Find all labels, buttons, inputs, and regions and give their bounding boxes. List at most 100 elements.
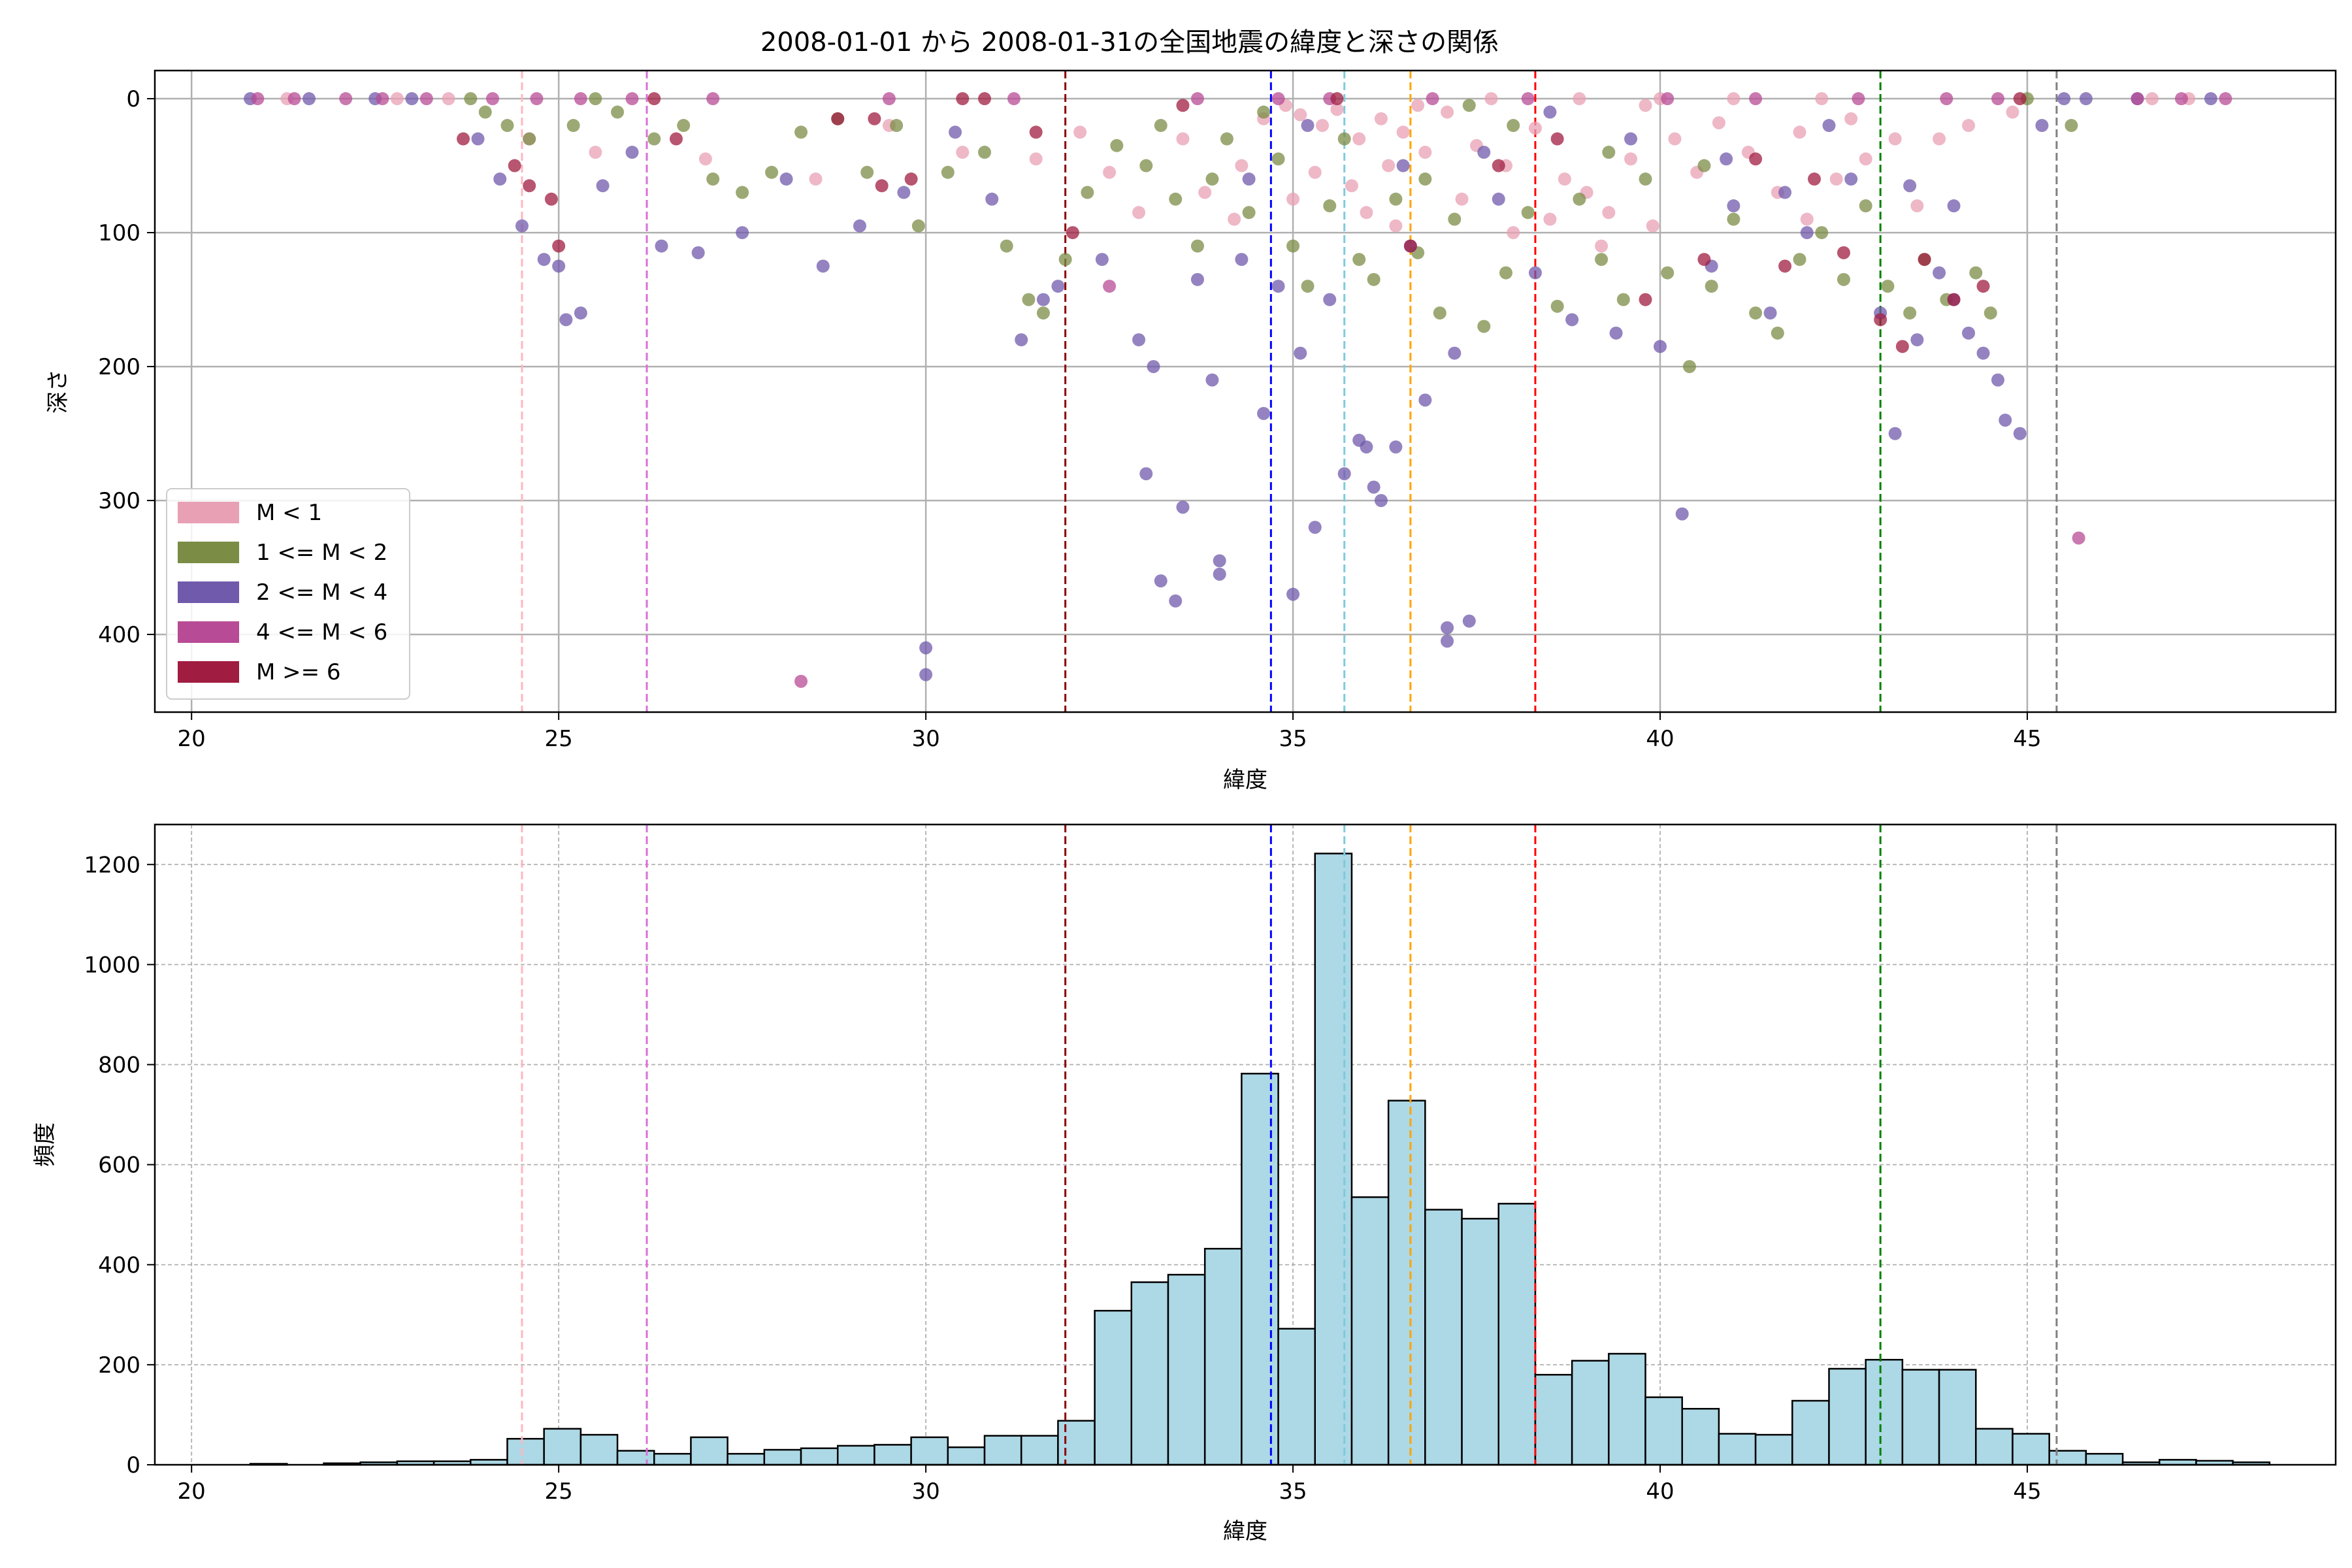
- scatter-point: [1573, 92, 1586, 106]
- scatter-point: [1639, 293, 1652, 306]
- scatter-point: [566, 119, 580, 133]
- scatter-point: [911, 219, 925, 233]
- legend-swatch: [178, 581, 239, 603]
- scatter-point: [1058, 253, 1072, 267]
- scatter-point: [1822, 119, 1836, 133]
- scatter-point: [1448, 212, 1462, 226]
- scatter-point: [1947, 199, 1961, 213]
- histogram-x-tick-label: 25: [545, 1478, 573, 1505]
- scatter-point: [1947, 293, 1961, 306]
- histogram-bar: [1094, 1309, 1133, 1466]
- histogram-bar: [1461, 1218, 1499, 1466]
- scatter-point: [339, 92, 353, 106]
- scatter-point: [574, 306, 587, 320]
- scatter-point: [1389, 440, 1403, 454]
- histogram-bar: [1718, 1433, 1757, 1466]
- scatter-point: [537, 253, 551, 267]
- histogram-bar: [653, 1452, 692, 1466]
- scatter-point: [2072, 531, 2085, 545]
- scatter-point: [1036, 306, 1050, 320]
- scatter-point: [1242, 172, 1256, 186]
- scatter-point: [1844, 112, 1858, 125]
- scatter-point: [1962, 326, 1976, 340]
- scatter-point: [1462, 99, 1476, 112]
- scatter-point: [523, 132, 536, 146]
- scatter-point: [1022, 293, 1036, 306]
- histogram-y-tick-label: 800: [98, 1053, 140, 1079]
- scatter-point: [669, 132, 683, 146]
- scatter-point: [1749, 306, 1763, 320]
- scatter-point: [1389, 219, 1403, 233]
- scatter-point: [1190, 272, 1204, 286]
- scatter-point: [1595, 239, 1609, 253]
- scatter-point: [1286, 587, 1300, 601]
- histogram-bar: [1754, 1433, 1793, 1466]
- scatter-point: [1418, 393, 1432, 407]
- scatter-point: [1154, 574, 1168, 588]
- scatter-plot-frame: [154, 69, 2337, 713]
- scatter-point: [1345, 179, 1358, 193]
- scatter-point: [1007, 92, 1021, 106]
- scatter-point: [251, 92, 265, 106]
- scatter-point: [655, 239, 668, 253]
- scatter-point: [1837, 246, 1850, 259]
- scatter-y-ticks: 0 100 200 300 400: [98, 86, 155, 648]
- scatter-point: [1132, 333, 1146, 347]
- scatter-point: [1933, 132, 1946, 146]
- scatter-point: [691, 246, 705, 259]
- scatter-point: [589, 146, 602, 159]
- scatter-point: [1139, 159, 1153, 172]
- histogram-bar: [763, 1448, 802, 1466]
- scatter-point: [2013, 427, 2027, 440]
- scatter-point: [1176, 132, 1190, 146]
- scatter-point: [1301, 119, 1315, 133]
- scatter-point: [1624, 152, 1638, 166]
- histogram-x-tick-label: 45: [2013, 1478, 2041, 1505]
- scatter-point: [1661, 92, 1674, 106]
- scatter-point: [1837, 272, 1850, 286]
- histogram-bar: [1424, 1209, 1463, 1466]
- scatter-point: [882, 92, 896, 106]
- scatter-point: [1749, 152, 1763, 166]
- scatter-point: [559, 313, 573, 327]
- scatter-point: [1139, 467, 1153, 481]
- scatter-point: [1558, 172, 1571, 186]
- scatter-point: [1374, 494, 1388, 508]
- scatter-point: [1976, 346, 1990, 360]
- scatter-point: [1984, 306, 1997, 320]
- scatter-point: [978, 92, 992, 106]
- scatter-point: [949, 125, 962, 139]
- scatter-point: [1403, 239, 1417, 253]
- scatter-point: [1441, 621, 1454, 634]
- scatter-point: [1727, 212, 1740, 226]
- scatter-point: [985, 192, 999, 206]
- scatter-point: [868, 112, 881, 125]
- scatter-point: [1639, 172, 1652, 186]
- scatter-point: [1800, 212, 1814, 226]
- scatter-point: [471, 132, 485, 146]
- histogram-x-tick-label: 20: [178, 1478, 206, 1505]
- scatter-point: [485, 92, 499, 106]
- scatter-point: [1815, 226, 1829, 240]
- scatter-point: [1602, 146, 1616, 159]
- scatter-point: [647, 92, 661, 106]
- scatter-point: [1228, 212, 1241, 226]
- scatter-point: [816, 259, 830, 273]
- scatter-y-tick-label: 100: [98, 220, 140, 246]
- scatter-point: [1308, 521, 1322, 534]
- scatter-point: [1271, 280, 1285, 293]
- scatter-point: [1205, 172, 1219, 186]
- scatter-point: [1382, 159, 1396, 172]
- scatter-point: [698, 152, 712, 166]
- scatter-point: [1778, 259, 1792, 273]
- scatter-point: [1763, 306, 1777, 320]
- scatter-point: [1654, 340, 1667, 353]
- scatter-point: [1727, 92, 1740, 106]
- scatter-point: [523, 179, 536, 193]
- scatter-point: [1169, 192, 1183, 206]
- scatter-point: [1396, 125, 1410, 139]
- histogram-x-tick-label: 40: [1646, 1478, 1674, 1505]
- scatter-point: [1411, 99, 1425, 112]
- scatter-point: [897, 186, 911, 199]
